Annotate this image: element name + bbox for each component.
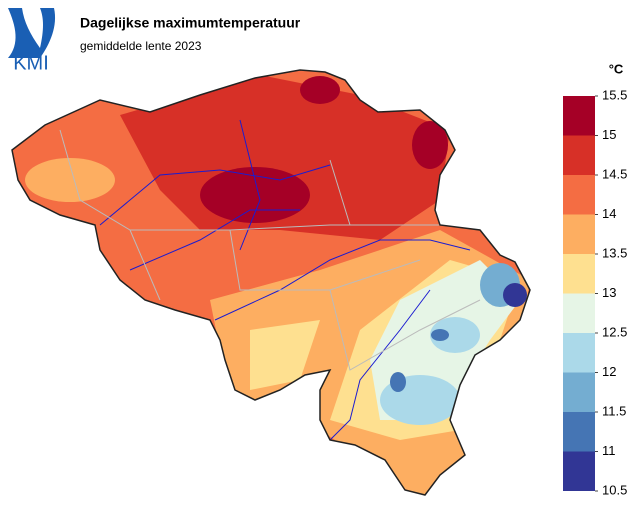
legend-swatch — [563, 333, 595, 373]
legend-swatch — [563, 451, 595, 491]
legend-tick-label: 14.5 — [602, 166, 627, 181]
legend-tick-label: 13 — [602, 285, 616, 300]
legend-swatch — [563, 372, 595, 412]
legend-swatch — [563, 214, 595, 254]
legend-swatch — [563, 96, 595, 136]
legend-swatch — [563, 412, 595, 452]
legend-tick-label: 10.5 — [602, 482, 627, 497]
legend-tick-label: 13.5 — [602, 245, 627, 260]
title: Dagelijkse maximumtemperatuur — [80, 15, 301, 31]
map — [12, 70, 530, 495]
legend-swatch — [563, 175, 595, 215]
logo-text: KMI — [13, 52, 49, 74]
logo: KMI — [8, 8, 56, 74]
legend-swatch — [563, 254, 595, 294]
subtitle: gemiddelde lente 2023 — [80, 39, 202, 53]
legend-tick-label: 11.5 — [602, 403, 626, 418]
legend-tick-label: 15 — [602, 127, 616, 142]
legend-unit: °C — [609, 61, 624, 76]
legend-swatch — [563, 293, 595, 333]
legend-tick-label: 12 — [602, 364, 616, 379]
legend-tick-label: 14 — [602, 206, 616, 221]
legend-swatch — [563, 135, 595, 175]
legend-tick-label: 11 — [602, 443, 616, 458]
legend-tick-label: 12.5 — [602, 324, 627, 339]
legend: 10.5 11 11.5 12 12.5 13 13.5 14 14.5 15 15.5 — [563, 87, 627, 497]
legend-tick-label: 15.5 — [602, 87, 627, 102]
